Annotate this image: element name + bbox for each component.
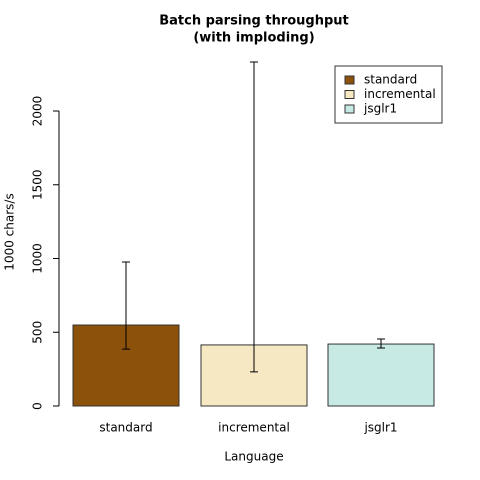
- legend-label: jsglr1: [363, 102, 397, 116]
- legend-swatch: [344, 104, 355, 114]
- x-tick-label: incremental: [218, 421, 290, 435]
- legend-label: incremental: [364, 87, 436, 101]
- y-tick-label: 1000: [31, 243, 45, 274]
- legend-swatch: [344, 90, 355, 99]
- bar: [327, 343, 435, 407]
- y-tick-label: 0: [31, 402, 45, 410]
- error-bar: [122, 261, 130, 350]
- y-axis-label: 1000 chars/s: [3, 193, 17, 270]
- error-bar: [250, 61, 258, 373]
- error-bar: [377, 338, 385, 349]
- legend-label: standard: [364, 73, 417, 87]
- x-tick-label: jsglr1: [363, 421, 397, 435]
- chart-title: Batch parsing throughput: [159, 14, 349, 29]
- y-tick-label: 500: [31, 321, 45, 344]
- chart-subtitle: (with imploding): [193, 31, 314, 46]
- x-tick-label: standard: [99, 421, 152, 435]
- y-tick-label: 2000: [31, 96, 45, 127]
- legend-swatch: [344, 75, 355, 85]
- x-axis-label: Language: [224, 450, 283, 464]
- y-tick-label: 1500: [31, 169, 45, 200]
